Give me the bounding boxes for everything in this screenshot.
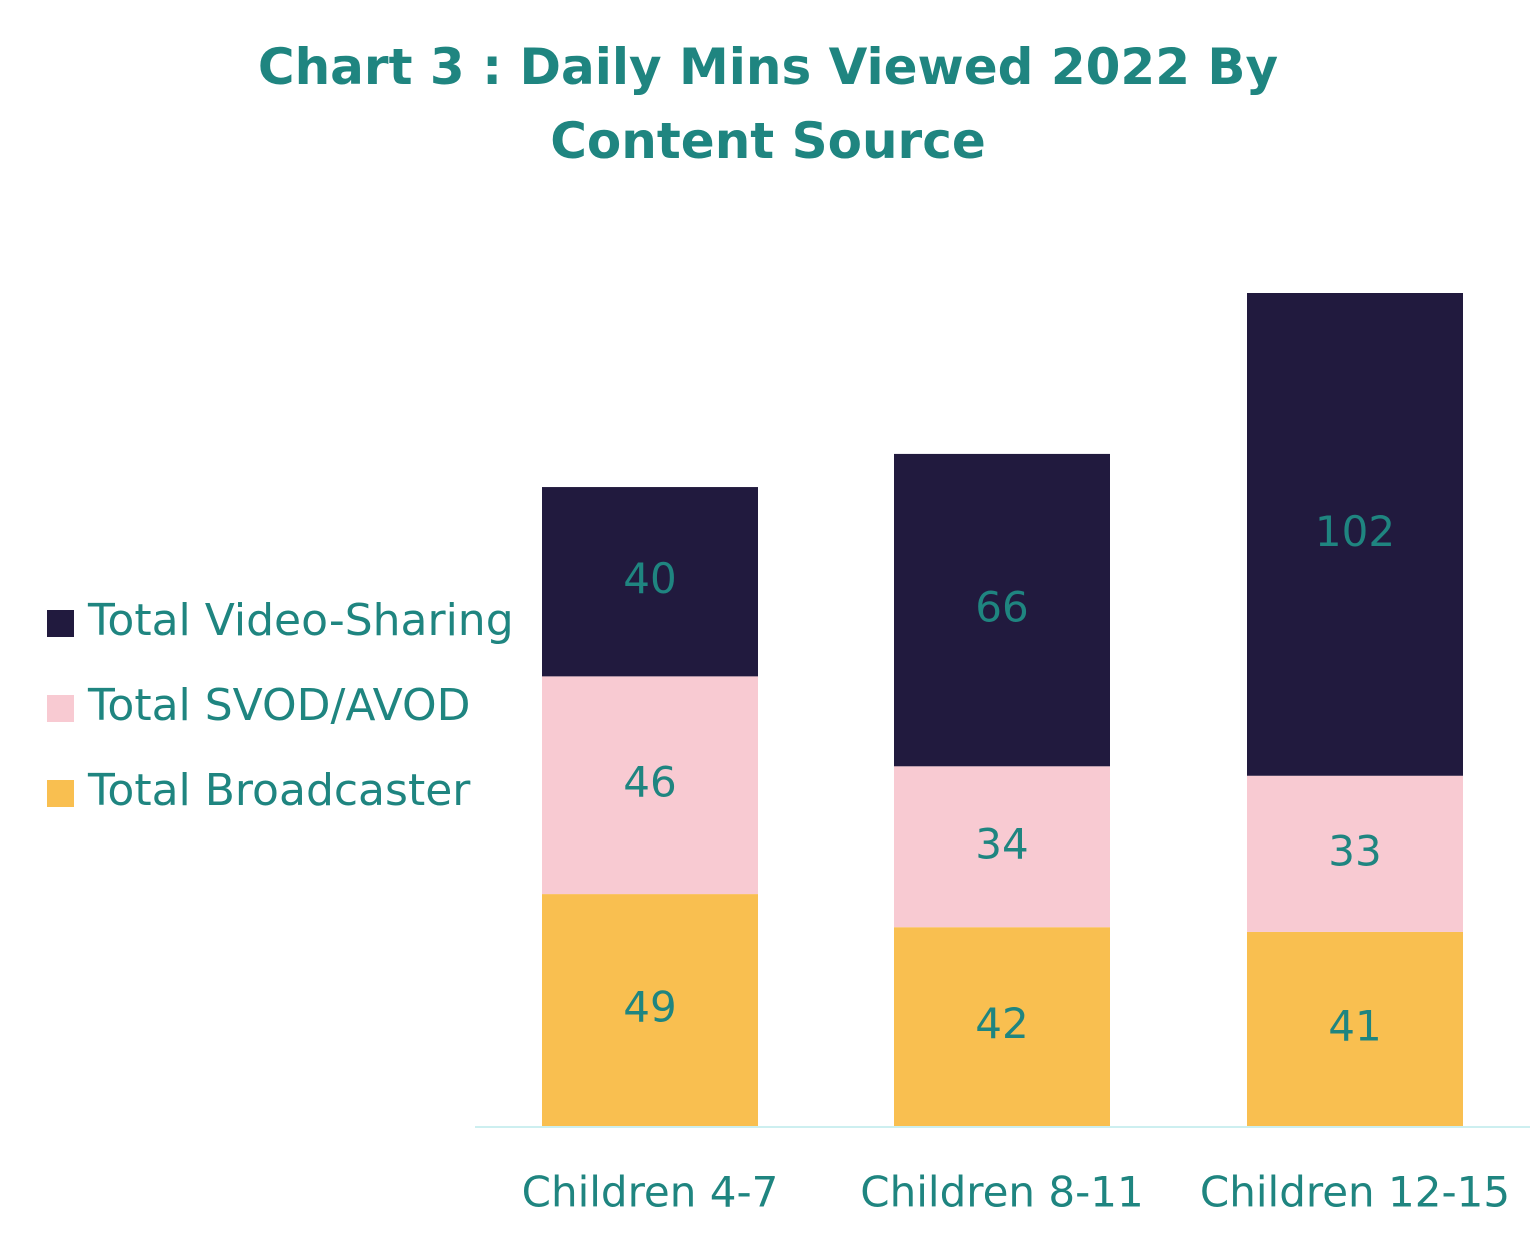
legend-label: Total Broadcaster [87, 765, 471, 816]
x-tick-label: Children 12-15 [1200, 1168, 1510, 1217]
bar-segment [542, 894, 758, 1126]
legend-label: Total SVOD/AVOD [87, 680, 470, 731]
value-label: 46 [623, 758, 676, 807]
value-label: 66 [975, 583, 1028, 632]
legend-swatch [47, 695, 74, 722]
bar-segment [542, 487, 758, 677]
chart-title: Chart 3 : Daily Mins Viewed 2022 By Cont… [257, 38, 1279, 170]
value-label: 34 [975, 819, 1028, 868]
bar-segment [1247, 775, 1463, 932]
bar-segment [894, 927, 1110, 1126]
legend-swatch [47, 610, 74, 637]
bar-segment [894, 453, 1110, 767]
legend-label: Total Video-Sharing [87, 595, 514, 646]
value-label: 33 [1328, 826, 1381, 875]
value-label: 40 [623, 554, 676, 603]
legend-swatch [47, 780, 74, 807]
value-label: 49 [623, 983, 676, 1032]
x-tick-label: Children 4-7 [522, 1168, 779, 1217]
value-label: 41 [1328, 1001, 1381, 1050]
value-label: 42 [975, 999, 1028, 1048]
bar-segment [1247, 293, 1463, 776]
bar-segment [1247, 931, 1463, 1126]
value-label: 102 [1315, 507, 1395, 556]
x-tick-label: Children 8-11 [860, 1168, 1143, 1217]
bar-segment [894, 766, 1110, 928]
bar-segment [542, 676, 758, 895]
